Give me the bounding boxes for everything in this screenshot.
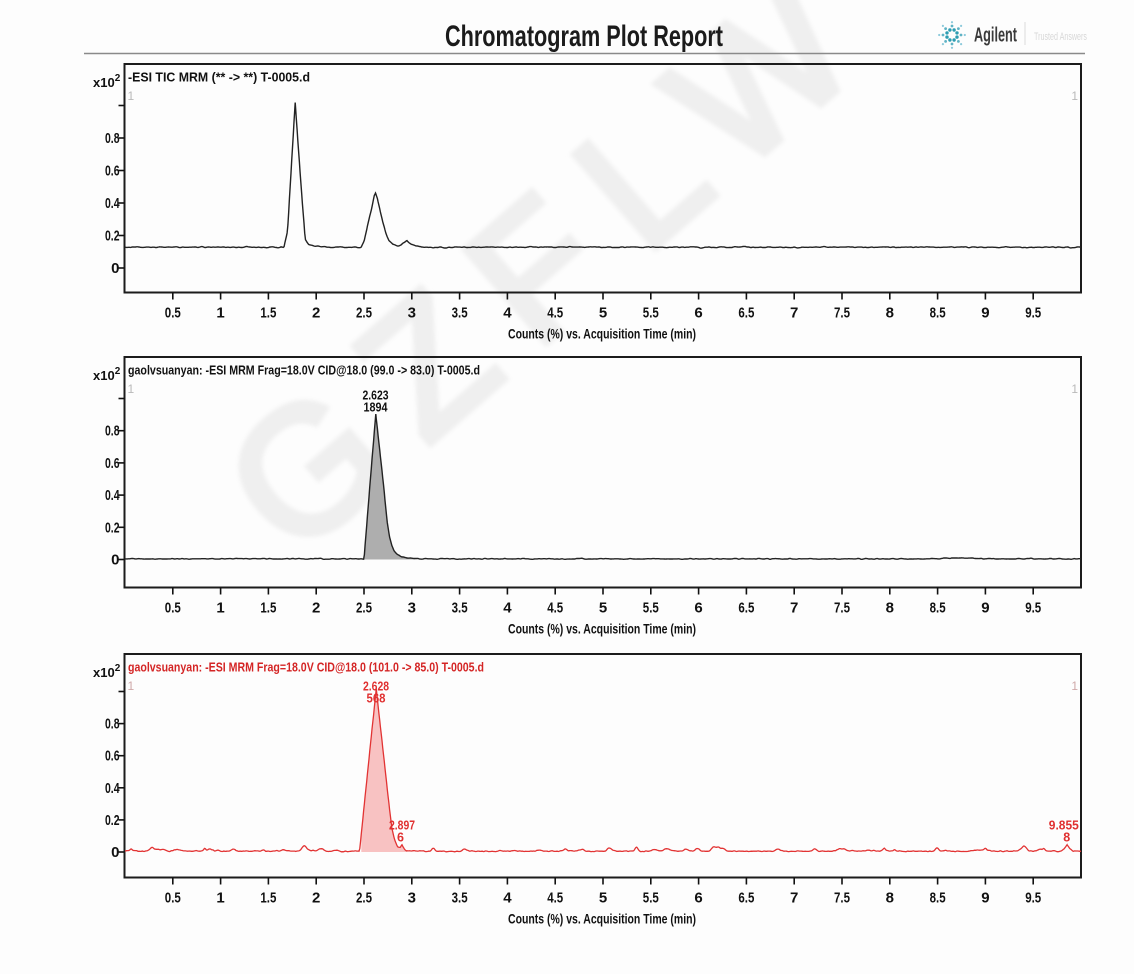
svg-text:Trusted Answers: Trusted Answers bbox=[1034, 31, 1087, 43]
svg-text:6.5: 6.5 bbox=[738, 305, 754, 322]
svg-text:2: 2 bbox=[312, 890, 320, 907]
svg-text:6: 6 bbox=[694, 305, 702, 322]
svg-text:6.5: 6.5 bbox=[738, 890, 754, 907]
svg-text:6: 6 bbox=[694, 890, 702, 907]
svg-text:0.8: 0.8 bbox=[105, 716, 120, 733]
svg-text:1.5: 1.5 bbox=[260, 305, 276, 322]
svg-text:Counts (%) vs. Acquisition Tim: Counts (%) vs. Acquisition Time (min) bbox=[508, 911, 696, 927]
svg-text:4: 4 bbox=[503, 890, 512, 907]
svg-text:0: 0 bbox=[111, 260, 119, 277]
svg-text:7.5: 7.5 bbox=[834, 305, 850, 322]
svg-text:9.5: 9.5 bbox=[1025, 600, 1041, 617]
svg-text:8: 8 bbox=[1063, 831, 1070, 845]
svg-text:5.5: 5.5 bbox=[643, 600, 659, 617]
svg-text:x102: x102 bbox=[93, 663, 121, 680]
svg-text:1894: 1894 bbox=[364, 401, 388, 415]
svg-text:gaolvsuanyan: -ESI MRM Frag=18: gaolvsuanyan: -ESI MRM Frag=18.0V CID@18… bbox=[128, 660, 484, 675]
svg-text:0.2: 0.2 bbox=[105, 519, 120, 536]
svg-text:5.5: 5.5 bbox=[643, 305, 659, 322]
svg-text:8: 8 bbox=[886, 890, 894, 907]
svg-text:0.4: 0.4 bbox=[105, 195, 120, 212]
svg-text:0: 0 bbox=[111, 552, 119, 569]
svg-text:Chromatogram Plot Report: Chromatogram Plot Report bbox=[445, 20, 723, 53]
svg-text:-ESI TIC MRM (** -> **) T-0005: -ESI TIC MRM (** -> **) T-0005.d bbox=[128, 70, 310, 85]
svg-text:7.5: 7.5 bbox=[834, 600, 850, 617]
svg-text:1: 1 bbox=[128, 89, 135, 103]
svg-text:7: 7 bbox=[790, 890, 798, 907]
svg-text:8: 8 bbox=[886, 600, 894, 617]
svg-text:2.5: 2.5 bbox=[356, 890, 372, 907]
svg-text:1.5: 1.5 bbox=[260, 600, 276, 617]
svg-text:4.5: 4.5 bbox=[547, 600, 563, 617]
svg-text:2.623: 2.623 bbox=[363, 389, 389, 403]
svg-text:2: 2 bbox=[312, 600, 320, 617]
svg-text:1: 1 bbox=[1071, 89, 1078, 103]
svg-text:x102: x102 bbox=[93, 366, 121, 383]
svg-text:0.4: 0.4 bbox=[105, 780, 120, 797]
svg-text:6: 6 bbox=[694, 600, 702, 617]
svg-text:1: 1 bbox=[1071, 679, 1078, 693]
svg-text:0.6: 0.6 bbox=[105, 163, 120, 180]
svg-text:3.5: 3.5 bbox=[452, 305, 468, 322]
svg-text:9.5: 9.5 bbox=[1025, 890, 1041, 907]
svg-text:9: 9 bbox=[981, 305, 989, 322]
svg-text:5: 5 bbox=[599, 600, 607, 617]
svg-text:0.2: 0.2 bbox=[105, 812, 120, 829]
svg-text:9.855: 9.855 bbox=[1049, 819, 1079, 833]
svg-text:4.5: 4.5 bbox=[547, 890, 563, 907]
svg-text:0.6: 0.6 bbox=[105, 748, 120, 765]
svg-text:x102: x102 bbox=[93, 73, 121, 90]
svg-text:5: 5 bbox=[599, 305, 607, 322]
svg-text:7.5: 7.5 bbox=[834, 890, 850, 907]
svg-text:4.5: 4.5 bbox=[547, 305, 563, 322]
svg-text:0.2: 0.2 bbox=[105, 228, 120, 245]
svg-text:2.5: 2.5 bbox=[356, 305, 372, 322]
svg-text:5.5: 5.5 bbox=[643, 890, 659, 907]
svg-text:7: 7 bbox=[790, 305, 798, 322]
svg-text:Counts (%) vs. Acquisition Tim: Counts (%) vs. Acquisition Time (min) bbox=[508, 621, 696, 637]
svg-text:1: 1 bbox=[1071, 382, 1078, 396]
svg-text:3: 3 bbox=[408, 600, 416, 617]
svg-text:568: 568 bbox=[367, 692, 386, 706]
svg-text:3.5: 3.5 bbox=[452, 890, 468, 907]
svg-text:gaolvsuanyan: -ESI MRM Frag=18: gaolvsuanyan: -ESI MRM Frag=18.0V CID@18… bbox=[128, 363, 480, 378]
svg-text:1: 1 bbox=[216, 890, 224, 907]
svg-text:8.5: 8.5 bbox=[930, 305, 946, 322]
svg-text:8: 8 bbox=[886, 305, 894, 322]
svg-text:0.5: 0.5 bbox=[165, 600, 181, 617]
svg-text:Agilent: Agilent bbox=[974, 25, 1017, 47]
svg-text:2.5: 2.5 bbox=[356, 600, 372, 617]
svg-text:Counts (%) vs. Acquisition Tim: Counts (%) vs. Acquisition Time (min) bbox=[508, 326, 696, 342]
svg-text:2.897: 2.897 bbox=[389, 819, 415, 833]
svg-text:0.5: 0.5 bbox=[165, 305, 181, 322]
svg-text:0.4: 0.4 bbox=[105, 487, 120, 504]
svg-text:4: 4 bbox=[503, 600, 512, 617]
svg-text:9: 9 bbox=[981, 890, 989, 907]
svg-text:3: 3 bbox=[408, 890, 416, 907]
svg-text:1: 1 bbox=[216, 600, 224, 617]
svg-text:0: 0 bbox=[111, 844, 119, 861]
svg-text:1: 1 bbox=[216, 305, 224, 322]
svg-text:2: 2 bbox=[312, 305, 320, 322]
svg-text:9: 9 bbox=[981, 600, 989, 617]
svg-text:GZFLW: GZFLW bbox=[189, 0, 916, 590]
svg-text:0.8: 0.8 bbox=[105, 423, 120, 440]
svg-text:3.5: 3.5 bbox=[452, 600, 468, 617]
svg-text:6.5: 6.5 bbox=[738, 600, 754, 617]
svg-text:9.5: 9.5 bbox=[1025, 305, 1041, 322]
svg-text:1: 1 bbox=[128, 679, 135, 693]
svg-text:4: 4 bbox=[503, 305, 512, 322]
svg-text:7: 7 bbox=[790, 600, 798, 617]
svg-text:0.8: 0.8 bbox=[105, 130, 120, 147]
svg-text:1: 1 bbox=[128, 382, 135, 396]
svg-text:8.5: 8.5 bbox=[930, 890, 946, 907]
svg-text:6: 6 bbox=[397, 831, 404, 845]
svg-text:8.5: 8.5 bbox=[930, 600, 946, 617]
svg-text:0.6: 0.6 bbox=[105, 455, 120, 472]
svg-text:5: 5 bbox=[599, 890, 607, 907]
svg-text:3: 3 bbox=[408, 305, 416, 322]
svg-text:0.5: 0.5 bbox=[165, 890, 181, 907]
svg-text:1.5: 1.5 bbox=[260, 890, 276, 907]
svg-text:2.628: 2.628 bbox=[363, 680, 389, 694]
